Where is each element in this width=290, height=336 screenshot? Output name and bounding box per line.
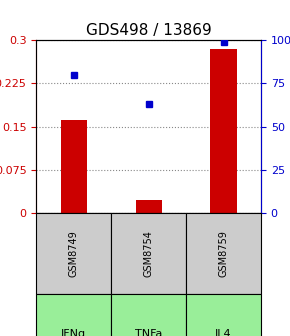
Bar	[135, 200, 162, 213]
Text: GSM8759: GSM8759	[219, 230, 229, 277]
Text: TNFa: TNFa	[135, 329, 162, 336]
Text: GSM8749: GSM8749	[69, 230, 79, 277]
Bar	[61, 120, 87, 213]
Text: GSM8754: GSM8754	[144, 230, 154, 277]
Text: IFNg: IFNg	[61, 329, 86, 336]
Text: IL4: IL4	[215, 329, 232, 336]
Title: GDS498 / 13869: GDS498 / 13869	[86, 23, 211, 38]
Bar	[211, 49, 237, 213]
